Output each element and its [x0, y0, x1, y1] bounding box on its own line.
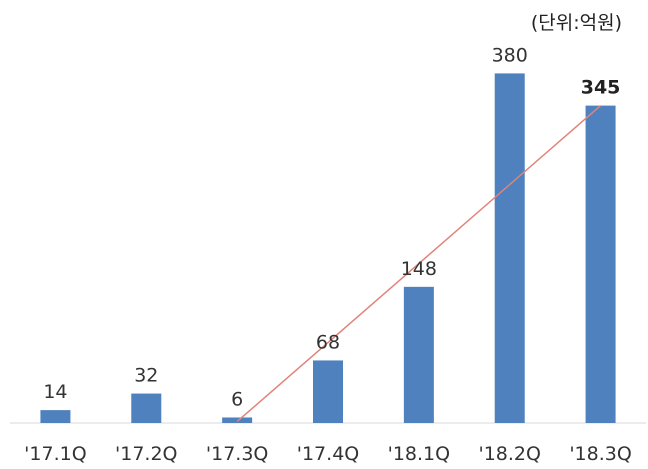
value-label-6: 345 [581, 77, 621, 99]
bar-6 [585, 105, 616, 423]
bars-group [40, 73, 616, 424]
value-label-5: 380 [492, 44, 528, 66]
bar-5 [494, 73, 525, 424]
x-tick-label-5: '18.2Q [478, 443, 540, 465]
value-label-4: 148 [401, 258, 437, 280]
x-tick-label-4: '18.1Q [388, 443, 450, 465]
value-label-0: 14 [43, 381, 67, 403]
x-tick-label-6: '18.3Q [569, 443, 631, 465]
bar-0 [40, 410, 71, 423]
bar-4 [403, 286, 434, 423]
x-tick-labels-group: '17.1Q '17.2Q '17.3Q '17.4Q '18.1Q '18.2Q '18.… [24, 443, 632, 465]
value-labels-group: 14 32 6 68 148 380 345 [43, 44, 620, 410]
value-label-2: 6 [231, 388, 243, 410]
x-tick-label-1: '17.2Q [115, 443, 177, 465]
bar-3 [313, 360, 343, 423]
x-tick-label-3: '17.4Q [297, 443, 359, 465]
trend-line [236, 105, 602, 423]
x-tick-label-2: '17.3Q [206, 443, 268, 465]
bar-1 [131, 393, 162, 423]
x-tick-label-0: '17.1Q [24, 443, 86, 465]
value-label-3: 68 [316, 331, 340, 353]
unit-label: (단위:억원) [530, 12, 622, 34]
bar-2 [222, 417, 253, 423]
value-label-1: 32 [134, 365, 158, 387]
